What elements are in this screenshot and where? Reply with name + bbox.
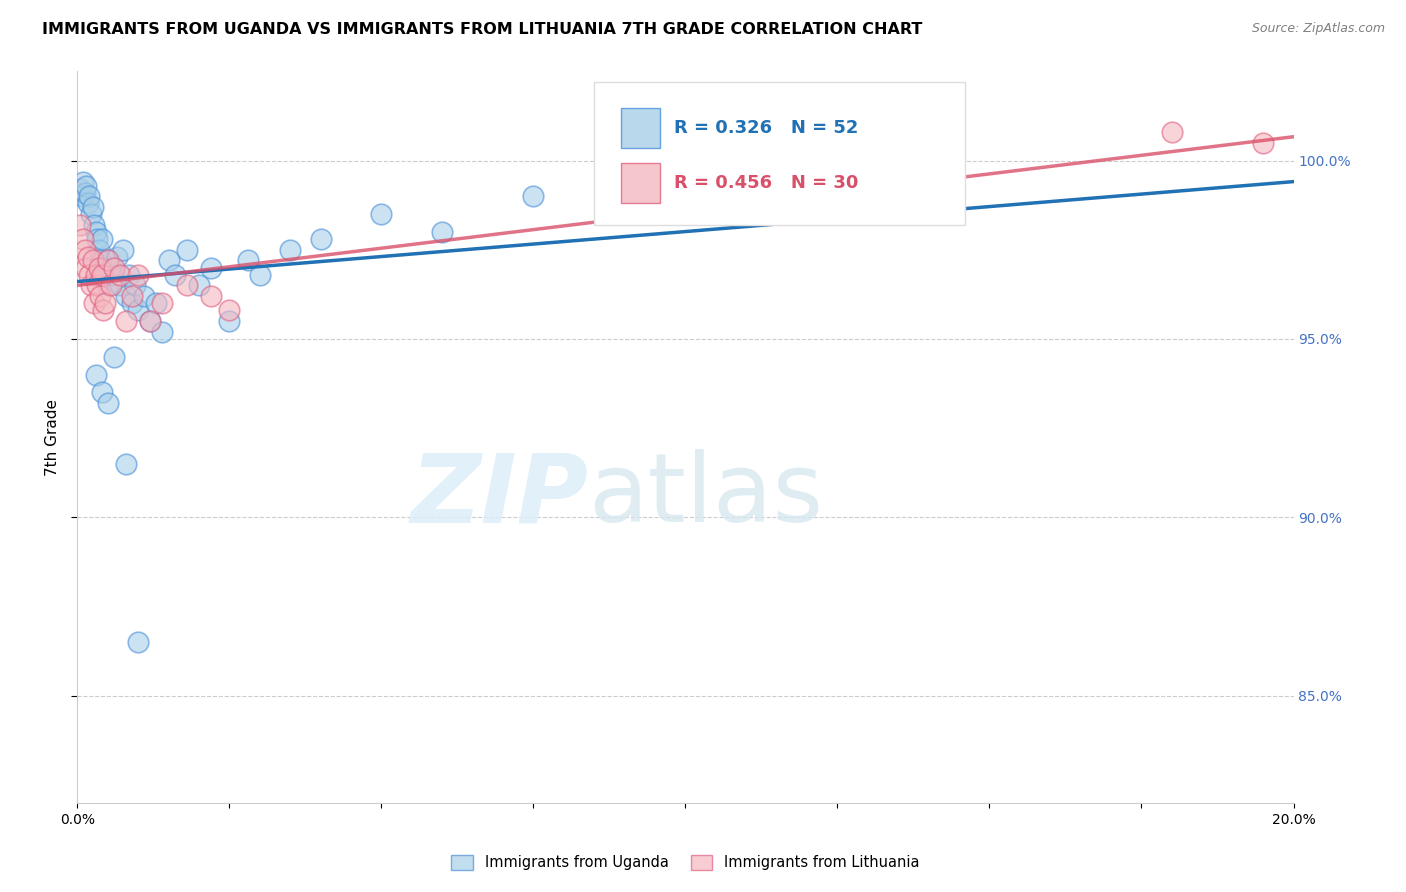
Bar xyxy=(621,162,659,203)
Point xyxy=(83,296,105,310)
Text: Source: ZipAtlas.com: Source: ZipAtlas.com xyxy=(1251,22,1385,36)
Point xyxy=(111,243,134,257)
Point xyxy=(139,314,162,328)
Point xyxy=(69,218,91,232)
Point xyxy=(236,253,259,268)
Point xyxy=(86,278,108,293)
Point xyxy=(115,314,138,328)
Point xyxy=(100,278,122,293)
Point xyxy=(89,289,111,303)
Text: IMMIGRANTS FROM UGANDA VS IMMIGRANTS FROM LITHUANIA 7TH GRADE CORRELATION CHART: IMMIGRANTS FROM UGANDA VS IMMIGRANTS FRO… xyxy=(42,22,922,37)
Point xyxy=(83,218,105,232)
Point xyxy=(90,268,112,282)
Point xyxy=(1161,125,1184,139)
Point xyxy=(97,253,120,268)
Point xyxy=(1251,136,1274,150)
Point xyxy=(84,268,107,282)
Point xyxy=(163,268,186,282)
Point xyxy=(82,253,104,268)
Point xyxy=(139,314,162,328)
Point xyxy=(80,278,103,293)
Point xyxy=(97,278,120,293)
Point xyxy=(82,200,104,214)
Point xyxy=(127,268,149,282)
Point xyxy=(79,189,101,203)
Point xyxy=(127,303,149,318)
Point xyxy=(69,182,91,196)
Point xyxy=(73,243,96,257)
Point xyxy=(86,232,108,246)
Point xyxy=(152,325,174,339)
Point xyxy=(77,250,100,264)
Text: R = 0.456   N = 30: R = 0.456 N = 30 xyxy=(675,174,859,193)
Point xyxy=(79,268,101,282)
Point xyxy=(121,289,143,303)
Point xyxy=(124,278,146,293)
Point xyxy=(97,396,120,410)
Legend: Immigrants from Uganda, Immigrants from Lithuania: Immigrants from Uganda, Immigrants from … xyxy=(446,849,925,876)
FancyBboxPatch shape xyxy=(595,82,965,225)
Point xyxy=(77,196,100,211)
Point xyxy=(432,225,454,239)
Point xyxy=(96,253,118,268)
Text: R = 0.326   N = 52: R = 0.326 N = 52 xyxy=(675,120,859,137)
Point xyxy=(145,296,167,310)
Point xyxy=(370,207,392,221)
Point xyxy=(115,289,138,303)
Point xyxy=(80,207,103,221)
Point xyxy=(309,232,332,246)
Point xyxy=(75,178,97,193)
Point xyxy=(278,243,301,257)
Point xyxy=(70,189,93,203)
Point xyxy=(127,635,149,649)
Point xyxy=(103,350,125,364)
Point xyxy=(72,232,94,246)
Point xyxy=(100,260,122,275)
Point xyxy=(84,368,107,382)
Point xyxy=(115,457,138,471)
Point xyxy=(103,260,125,275)
Point xyxy=(72,175,94,189)
Point xyxy=(105,250,128,264)
Point xyxy=(176,278,198,293)
Point xyxy=(90,232,112,246)
Point xyxy=(84,225,107,239)
Point xyxy=(73,186,96,200)
Y-axis label: 7th Grade: 7th Grade xyxy=(45,399,60,475)
Point xyxy=(152,296,174,310)
Point xyxy=(218,303,240,318)
Point xyxy=(176,243,198,257)
Point xyxy=(218,314,240,328)
Point xyxy=(118,268,141,282)
Point xyxy=(103,268,125,282)
Point xyxy=(108,268,131,282)
Point xyxy=(90,385,112,400)
Point xyxy=(200,289,222,303)
Point xyxy=(188,278,211,293)
Point xyxy=(134,289,156,303)
Point xyxy=(89,253,111,268)
Point xyxy=(91,303,114,318)
Point xyxy=(75,260,97,275)
Point xyxy=(249,268,271,282)
Text: ZIP: ZIP xyxy=(411,449,588,542)
Point xyxy=(121,296,143,310)
Point xyxy=(93,296,115,310)
Point xyxy=(108,278,131,293)
Bar xyxy=(621,108,659,148)
Point xyxy=(200,260,222,275)
Point xyxy=(93,268,115,282)
Text: atlas: atlas xyxy=(588,449,824,542)
Point xyxy=(87,243,110,257)
Point xyxy=(87,260,110,275)
Point xyxy=(91,260,114,275)
Point xyxy=(157,253,180,268)
Point xyxy=(522,189,544,203)
